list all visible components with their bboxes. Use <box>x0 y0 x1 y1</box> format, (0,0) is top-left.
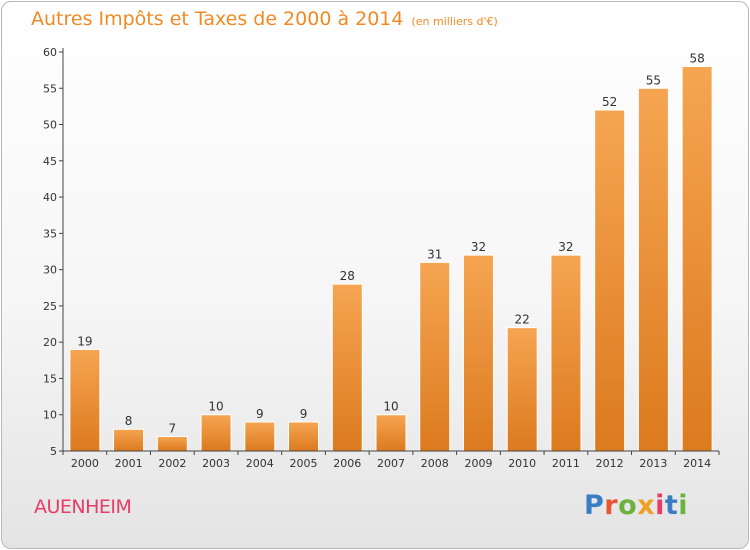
bar <box>331 283 363 452</box>
bar-value-label: 10 <box>208 400 223 414</box>
x-tick-label: 2007 <box>377 457 405 470</box>
x-tick-label: 2002 <box>158 457 186 470</box>
bar-value-label: 31 <box>427 247 442 261</box>
y-tick-label: 20 <box>43 336 57 349</box>
bar-value-label: 52 <box>602 95 617 109</box>
bar-value-label: 32 <box>558 240 573 254</box>
bar-value-label: 22 <box>515 313 530 327</box>
y-tick-label: 40 <box>43 191 57 204</box>
bar <box>288 421 320 452</box>
y-tick-label: 10 <box>43 409 57 422</box>
bar <box>637 87 669 452</box>
y-axis: 5 10 15 20 25 30 35 40 45 50 55 60 <box>43 46 64 458</box>
x-tick-label: 2006 <box>333 457 361 470</box>
bars <box>69 66 713 452</box>
bar <box>681 66 713 452</box>
y-tick-label: 50 <box>43 119 57 132</box>
bar-value-label: 32 <box>471 240 486 254</box>
logo-letter: r <box>604 490 619 521</box>
y-tick-label: 30 <box>43 264 57 277</box>
x-tick-label: 2009 <box>464 457 492 470</box>
y-tick-label: 35 <box>43 227 57 240</box>
x-tick-label: 2005 <box>290 457 318 470</box>
x-tick-label: 2004 <box>246 457 274 470</box>
proxiti-logo: Proxiti <box>584 490 688 521</box>
y-tick-label: 25 <box>43 300 57 313</box>
bar-value-label: 19 <box>77 334 92 348</box>
location-name: AUENHEIM <box>34 496 132 518</box>
x-tick-label: 2000 <box>71 457 99 470</box>
bar <box>506 327 538 452</box>
bar <box>419 261 451 452</box>
x-tick-label: 2013 <box>639 457 667 470</box>
value-labels: 19 8 7 10 9 9 28 10 31 32 22 32 52 55 58 <box>77 52 705 436</box>
bar <box>375 414 407 452</box>
bar <box>462 254 494 452</box>
chart-title: Autres Impôts et Taxes de 2000 à 2014 (en… <box>31 8 498 30</box>
bar-value-label: 8 <box>125 414 133 428</box>
bar <box>550 254 582 452</box>
y-tick-label: 5 <box>50 445 57 458</box>
bar-value-label: 28 <box>340 269 355 283</box>
x-tick-label: 2003 <box>202 457 230 470</box>
x-tick-label: 2011 <box>552 457 580 470</box>
x-axis: 2000 2001 2002 2003 2004 2005 2006 2007 2008 2009… <box>62 450 720 470</box>
bar-value-label: 58 <box>689 52 704 66</box>
bar <box>244 421 276 452</box>
x-tick-label: 2014 <box>683 457 711 470</box>
y-tick-label: 60 <box>43 46 57 59</box>
chart-title-text: Autres Impôts et Taxes de 2000 à 2014 <box>31 8 404 30</box>
bar-value-label: 9 <box>256 407 264 421</box>
logo-letter: x <box>637 490 656 521</box>
bar-value-label: 7 <box>169 421 177 435</box>
x-tick-label: 2010 <box>508 457 536 470</box>
logo-letter: i <box>655 490 665 521</box>
y-tick-label: 45 <box>43 155 57 168</box>
y-tick-label: 55 <box>43 82 57 95</box>
bar <box>594 109 626 452</box>
x-tick-label: 2001 <box>115 457 143 470</box>
chart-subtitle: (en milliers d'€) <box>411 15 498 28</box>
x-tick-label: 2008 <box>421 457 449 470</box>
logo-letter: o <box>618 490 638 521</box>
bar <box>156 435 188 452</box>
bar-value-label: 55 <box>646 73 661 87</box>
bar-value-label: 10 <box>383 400 398 414</box>
logo-letter: t <box>664 490 679 521</box>
logo-letter: i <box>678 490 689 521</box>
bar <box>69 348 101 452</box>
x-tick-label: 2012 <box>596 457 624 470</box>
logo-letter: P <box>584 490 605 521</box>
bar <box>200 414 232 452</box>
y-tick-label: 15 <box>43 372 57 385</box>
bar <box>113 428 145 452</box>
bar-value-label: 9 <box>300 407 308 421</box>
